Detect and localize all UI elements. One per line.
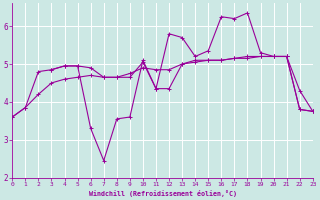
X-axis label: Windchill (Refroidissement éolien,°C): Windchill (Refroidissement éolien,°C) bbox=[89, 190, 236, 197]
